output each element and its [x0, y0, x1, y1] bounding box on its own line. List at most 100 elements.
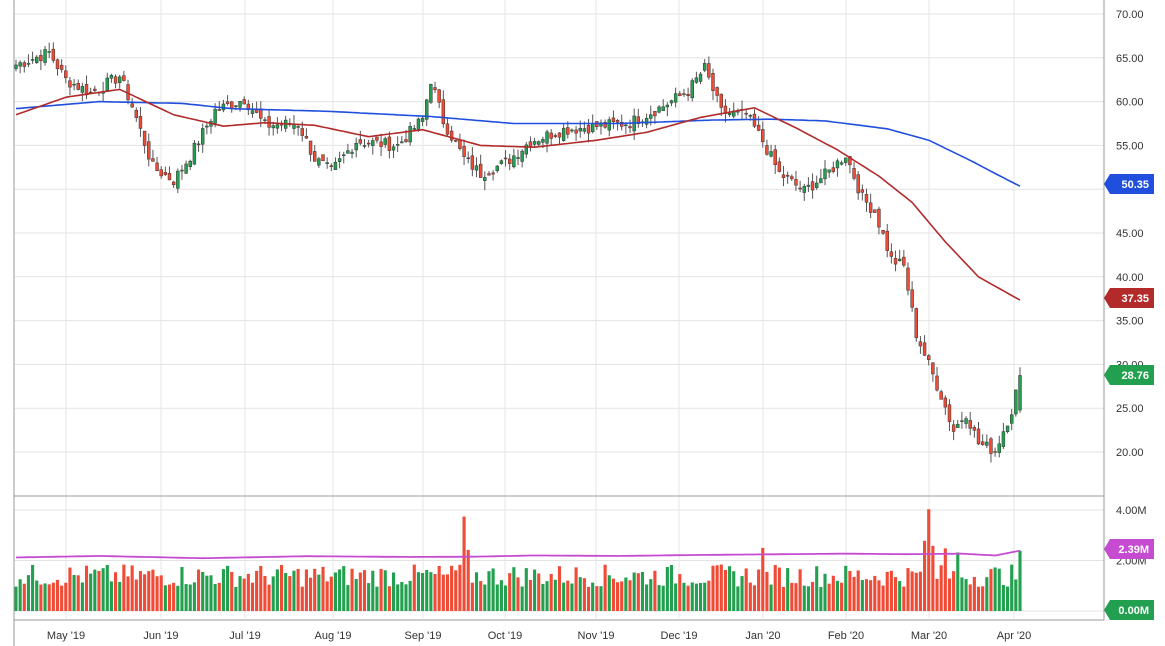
candle-body: [35, 56, 39, 63]
volume-bar: [126, 576, 130, 611]
candle-body: [213, 108, 217, 124]
volume-bar: [624, 577, 628, 611]
volume-bar: [51, 582, 55, 611]
candle-body: [603, 122, 607, 128]
candle-body: [425, 99, 429, 120]
volume-bar: [300, 586, 304, 611]
volume-bar: [371, 570, 375, 611]
candle-body: [649, 114, 653, 119]
candle-body: [881, 229, 885, 234]
candle-body: [43, 49, 47, 63]
volume-bar: [860, 580, 864, 611]
volume-bar: [433, 574, 437, 611]
volume-bar: [923, 540, 927, 611]
candle-body: [765, 145, 769, 155]
volume-bar: [918, 571, 922, 611]
volume-bar: [1014, 579, 1018, 611]
volume-bar: [910, 571, 914, 611]
candle-body: [76, 83, 80, 90]
volume-bar: [728, 566, 732, 611]
volume-bar: [595, 586, 599, 611]
volume-bar: [325, 581, 329, 611]
volume-bar: [309, 577, 313, 611]
price-badges: 50.35 37.35 28.76 2.39M 0.00M: [1104, 174, 1154, 620]
volume-bar: [151, 569, 155, 611]
volume-bar: [947, 578, 952, 611]
volume-bar: [981, 586, 985, 611]
volume-zero-badge-label: 0.00M: [1118, 605, 1149, 617]
volume-bar: [835, 580, 840, 611]
candle-body: [433, 87, 437, 91]
volume-bar: [769, 584, 773, 611]
volume-bar: [674, 583, 678, 611]
candle-body: [113, 76, 118, 84]
volume-bar: [989, 569, 993, 611]
volume-bar: [566, 580, 570, 611]
volume-bar: [533, 569, 537, 611]
volume-bar: [230, 571, 234, 611]
volume-bar: [338, 569, 342, 611]
volume-bar: [553, 579, 557, 611]
short-ma-badge-label: 37.35: [1121, 293, 1149, 305]
volume-ma-line: [15, 549, 1021, 560]
volume-bar: [993, 567, 997, 611]
price-tick-label: 55.00: [1116, 140, 1144, 152]
volume-bar: [441, 574, 445, 611]
volume-bar: [939, 565, 943, 611]
volume-moving-average-line: [15, 549, 1021, 560]
volume-bar: [823, 573, 827, 611]
volume-bar: [159, 575, 163, 611]
volume-bar: [893, 577, 898, 611]
candle-body: [644, 117, 649, 125]
volume-bar: [1005, 586, 1010, 611]
candle-body: [142, 130, 147, 146]
volume-zero-badge-shape: [1104, 600, 1154, 620]
volume-bar: [620, 581, 624, 611]
candle-body: [512, 155, 516, 168]
candle-body: [105, 77, 109, 91]
candle-body: [574, 129, 578, 134]
candle-body: [387, 136, 392, 151]
volume-bar: [109, 581, 113, 611]
volume-bar: [450, 565, 454, 611]
volume-bar: [47, 584, 51, 611]
volume-bar: [383, 570, 387, 611]
candle-body: [391, 146, 396, 151]
candle-body: [541, 139, 545, 143]
volume-bar: [184, 584, 188, 611]
candle-body: [449, 130, 454, 141]
volume-bar: [935, 578, 939, 611]
time-tick-label: May '19: [47, 630, 85, 642]
candle-body: [785, 174, 790, 177]
volume-bar: [93, 569, 97, 611]
candle-body: [931, 362, 935, 375]
candle-body: [259, 108, 263, 119]
candle-body: [590, 123, 595, 132]
volume-bar: [404, 584, 408, 611]
candle-body: [997, 443, 1001, 453]
volume-bar: [304, 569, 308, 611]
volume-bar: [250, 582, 255, 611]
candle-body: [508, 158, 512, 164]
volume-bar: [873, 575, 877, 611]
short-ma-badge-shape: [1104, 288, 1154, 308]
candle-body: [499, 160, 504, 164]
candle-body: [325, 162, 329, 164]
volume-bar: [234, 586, 238, 611]
candle-body: [429, 84, 433, 103]
volume-bar: [869, 580, 873, 611]
candle-body: [234, 105, 238, 107]
volume-bar: [528, 579, 533, 611]
price-tick-label: 70.00: [1116, 9, 1144, 21]
volume-bar: [616, 582, 620, 611]
volume-bar: [852, 576, 856, 611]
candle-body: [408, 126, 412, 143]
volume-bar: [491, 568, 495, 611]
volume-bar: [603, 564, 607, 611]
candle-body: [238, 100, 242, 108]
volume-bar: [898, 581, 902, 611]
candle-body: [748, 115, 753, 117]
volume-bar: [848, 570, 852, 611]
